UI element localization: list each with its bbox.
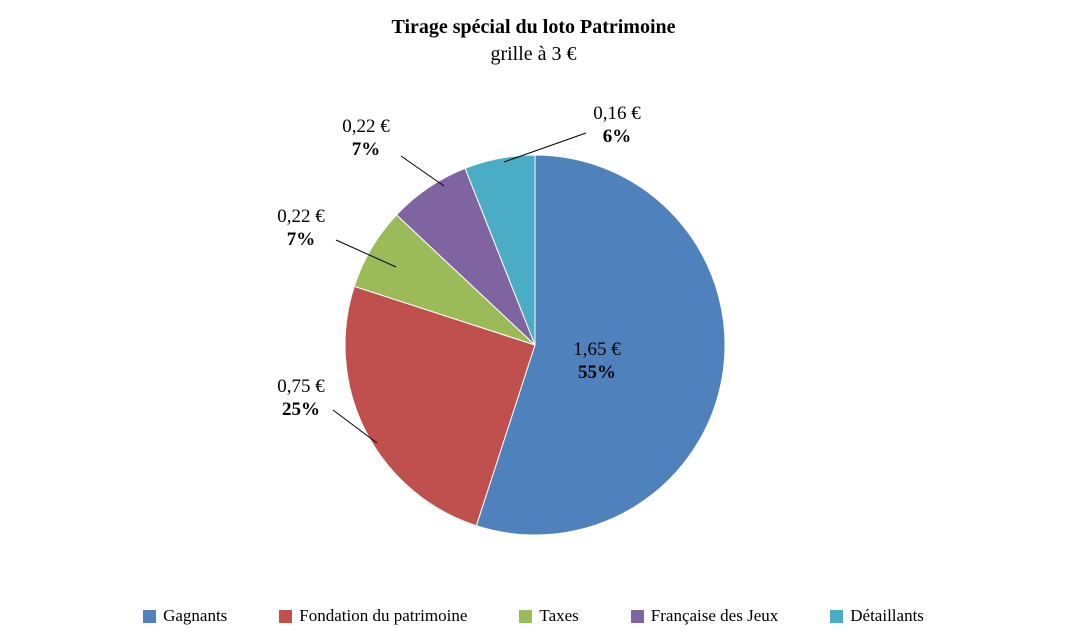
slice-value-label-detaillants: 0,16 € — [593, 103, 641, 124]
legend-swatch-icon — [143, 609, 157, 623]
slice-value-label-taxes: 0,22 € — [277, 206, 325, 227]
leader-line-taxes — [335, 239, 397, 268]
legend-label: Détaillants — [850, 606, 924, 625]
legend-item-taxes: Taxes — [519, 606, 579, 626]
slice-percent-label-fondation-du-patrimoine: 25% — [282, 399, 320, 420]
pie-slice-detaillants — [464, 154, 536, 346]
legend-swatch-icon — [519, 609, 533, 623]
pie-slice-fondation-du-patrimoine — [344, 285, 536, 527]
chart-subtitle: grille à 3 € — [490, 43, 577, 65]
slice-value-label-fondation-du-patrimoine: 0,75 € — [277, 376, 325, 397]
legend-swatch-icon — [630, 609, 644, 623]
slice-percent-label-taxes: 7% — [287, 229, 316, 250]
legend-item-francaise-des-jeux: Française des Jeux — [630, 606, 779, 626]
legend-label: Fondation du patrimoine — [299, 606, 468, 625]
leader-line-detaillants — [503, 132, 587, 163]
slice-value-label-gagnants: 1,65 € — [573, 339, 621, 360]
slice-percent-label-detaillants: 6% — [603, 126, 632, 147]
legend-label: Gagnants — [163, 606, 228, 625]
chart-title: Tirage spécial du loto Patrimoine — [391, 16, 676, 38]
legend-label: Taxes — [539, 606, 579, 625]
pie-slice-gagnants — [475, 154, 726, 536]
legend: Gagnants Fondation du patrimoine Taxes Fran… — [0, 606, 1067, 626]
leader-line-francaise-des-jeux — [400, 155, 445, 187]
slice-percent-label-gagnants: 55% — [578, 362, 616, 383]
legend-item-detaillants: Détaillants — [830, 606, 924, 626]
slice-percent-label-francaise-des-jeux: 7% — [352, 139, 381, 160]
legend-swatch-icon — [830, 609, 844, 623]
leader-line-fondation-du-patrimoine — [332, 409, 378, 444]
slice-value-label-francaise-des-jeux: 0,22 € — [342, 116, 390, 137]
legend-label: Française des Jeux — [650, 606, 779, 625]
legend-item-fondation-du-patrimoine: Fondation du patrimoine — [279, 606, 467, 626]
legend-swatch-icon — [279, 609, 293, 623]
legend-item-gagnants: Gagnants — [143, 606, 227, 626]
